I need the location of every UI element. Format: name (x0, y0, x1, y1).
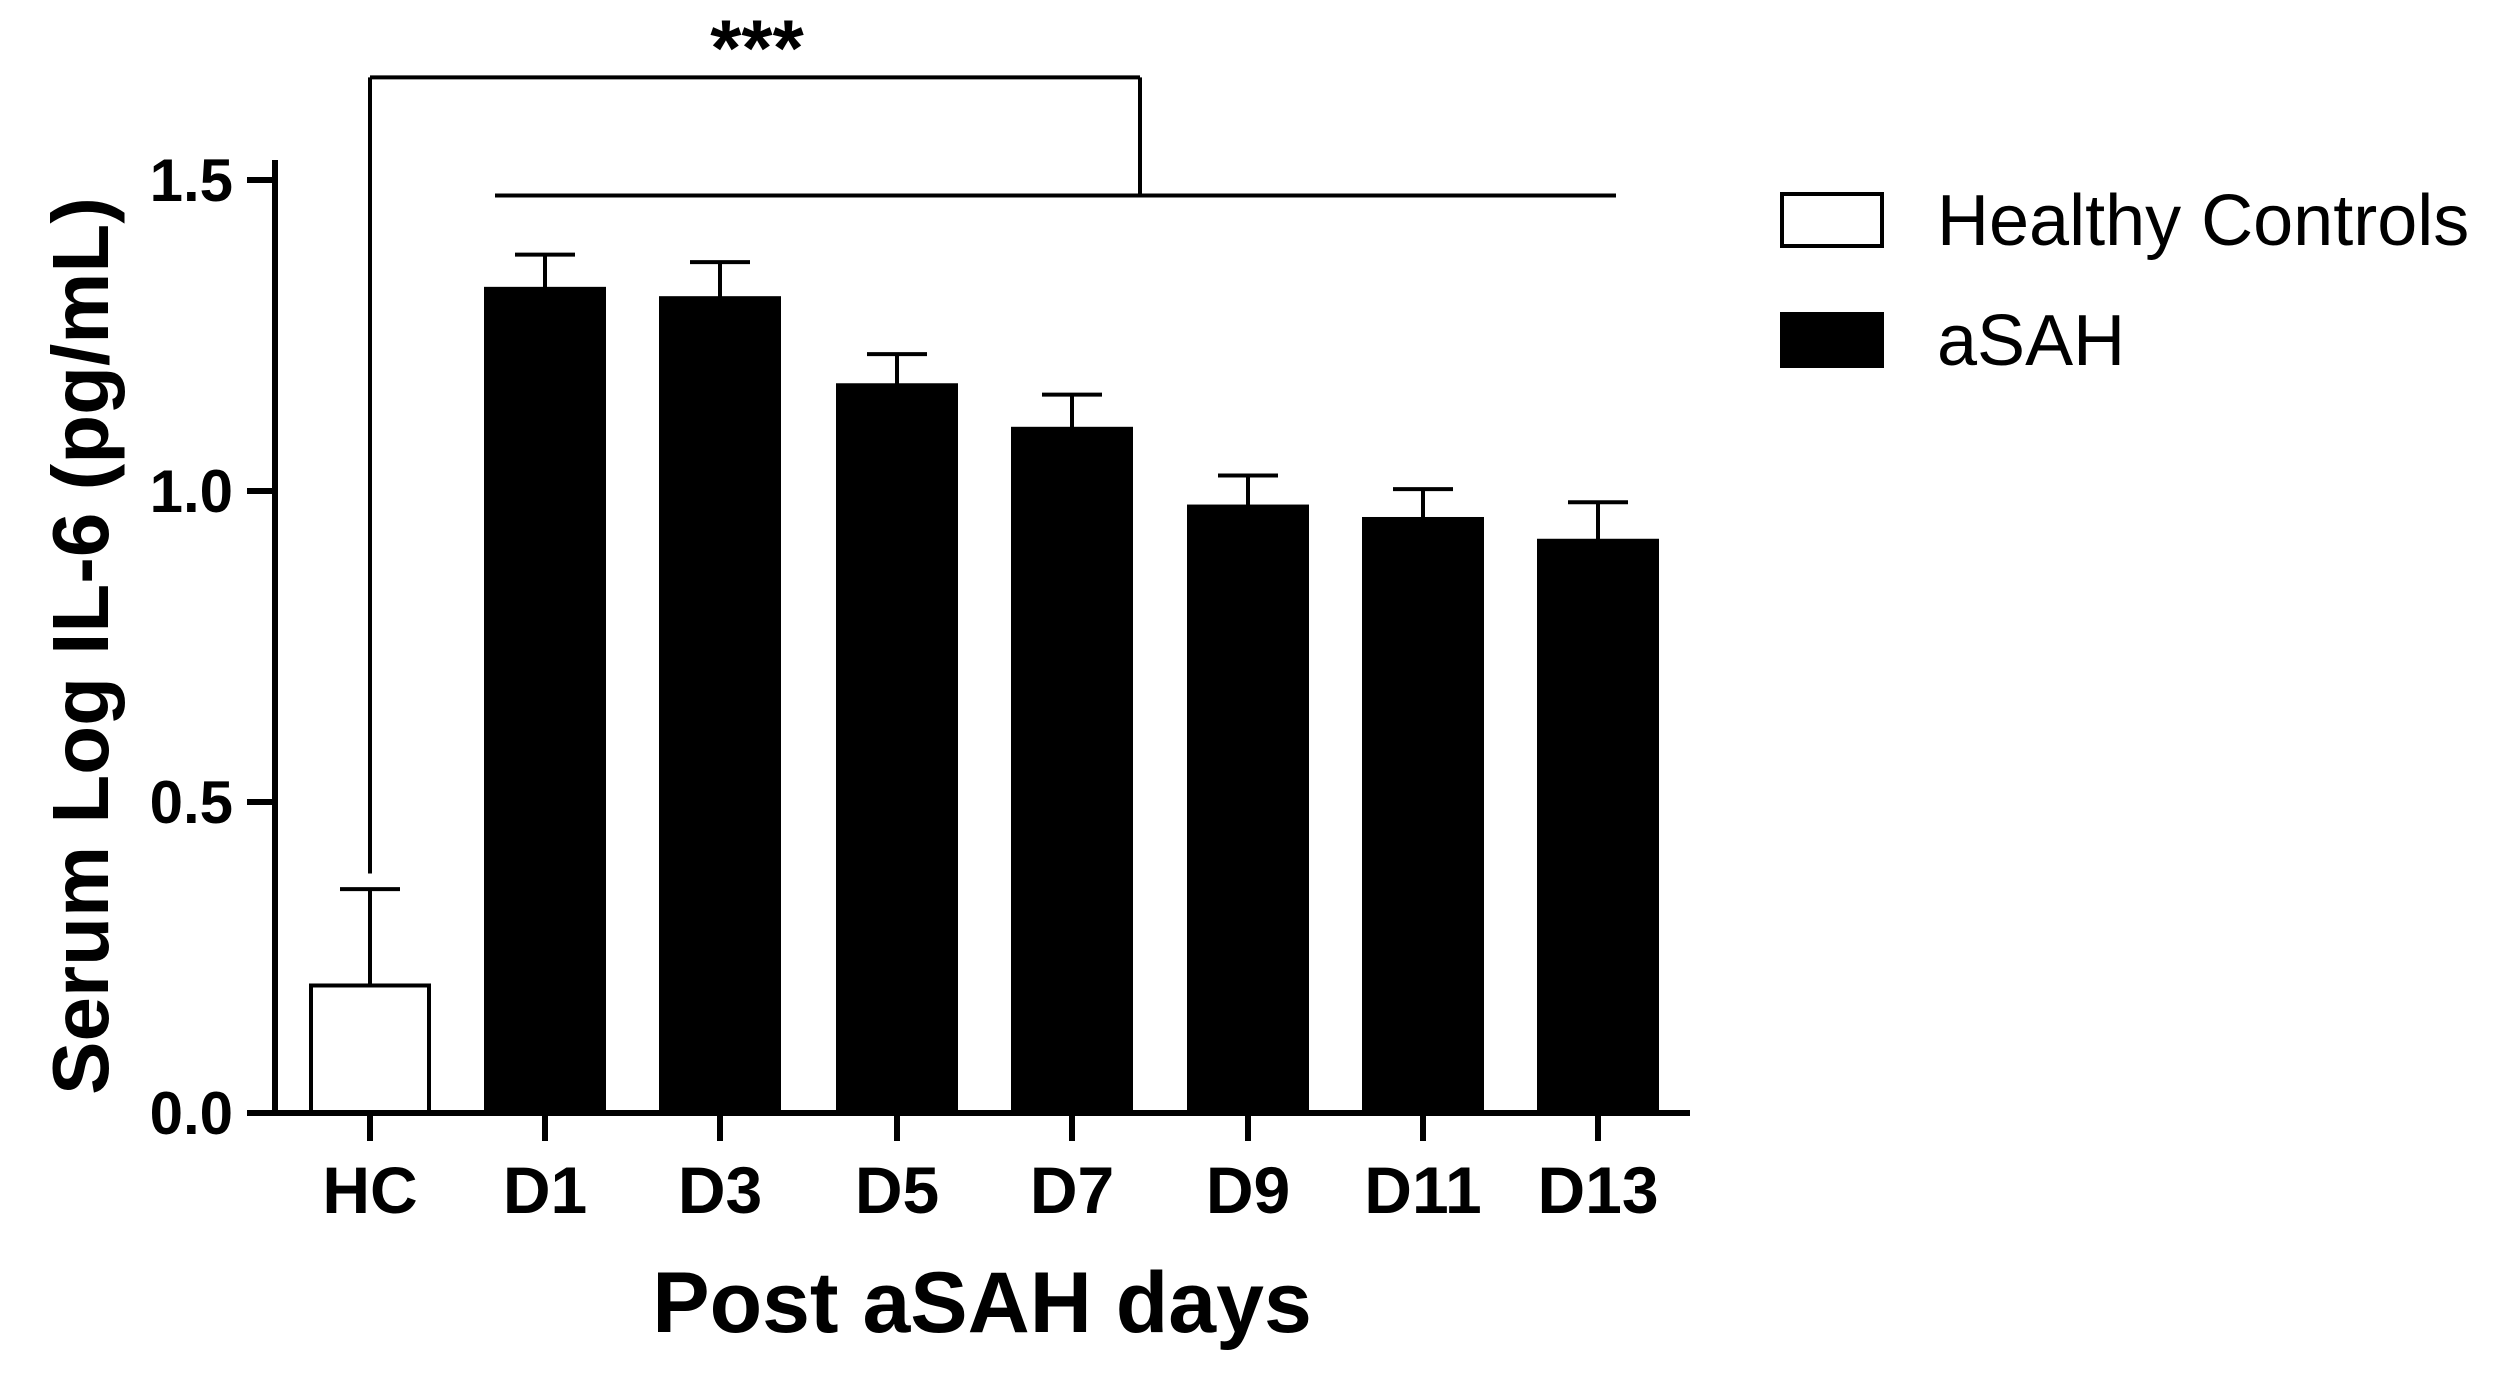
bar-D11 (1362, 516, 1484, 1115)
legend-swatch-healthy-controls (1780, 192, 1884, 248)
y-tick-label: 1.5 (150, 147, 233, 214)
y-tick-label: 1.0 (150, 458, 233, 525)
x-tick-label: D5 (855, 1153, 939, 1227)
bar-D9 (1187, 504, 1309, 1115)
bar-D7 (1011, 426, 1133, 1115)
significance-label: *** (710, 3, 804, 92)
x-tick-label: D11 (1364, 1153, 1481, 1227)
legend-label: Healthy Controls (1937, 181, 2469, 261)
y-axis-title: Serum Log IL-6 (pg/mL) (36, 197, 125, 1095)
bar-D5 (836, 383, 958, 1115)
x-tick-label: D1 (503, 1153, 587, 1227)
x-tick-label: D9 (1206, 1153, 1290, 1227)
y-tick-label: 0.5 (150, 769, 233, 836)
legend-label: aSAH (1937, 301, 2125, 381)
x-tick-label: HC (322, 1153, 417, 1227)
x-tick-label: D7 (1030, 1153, 1114, 1227)
x-tick-label: D13 (1537, 1153, 1658, 1227)
x-tick-label: D3 (678, 1153, 762, 1227)
bar-HC (309, 983, 431, 1115)
y-tick-label: 0.0 (150, 1080, 233, 1147)
bar-D1 (484, 286, 606, 1116)
bar-D13 (1537, 538, 1659, 1115)
legend-swatch-asah (1780, 312, 1884, 368)
x-axis-title: Post aSAH days (652, 1255, 1312, 1351)
bar-D3 (659, 296, 781, 1115)
